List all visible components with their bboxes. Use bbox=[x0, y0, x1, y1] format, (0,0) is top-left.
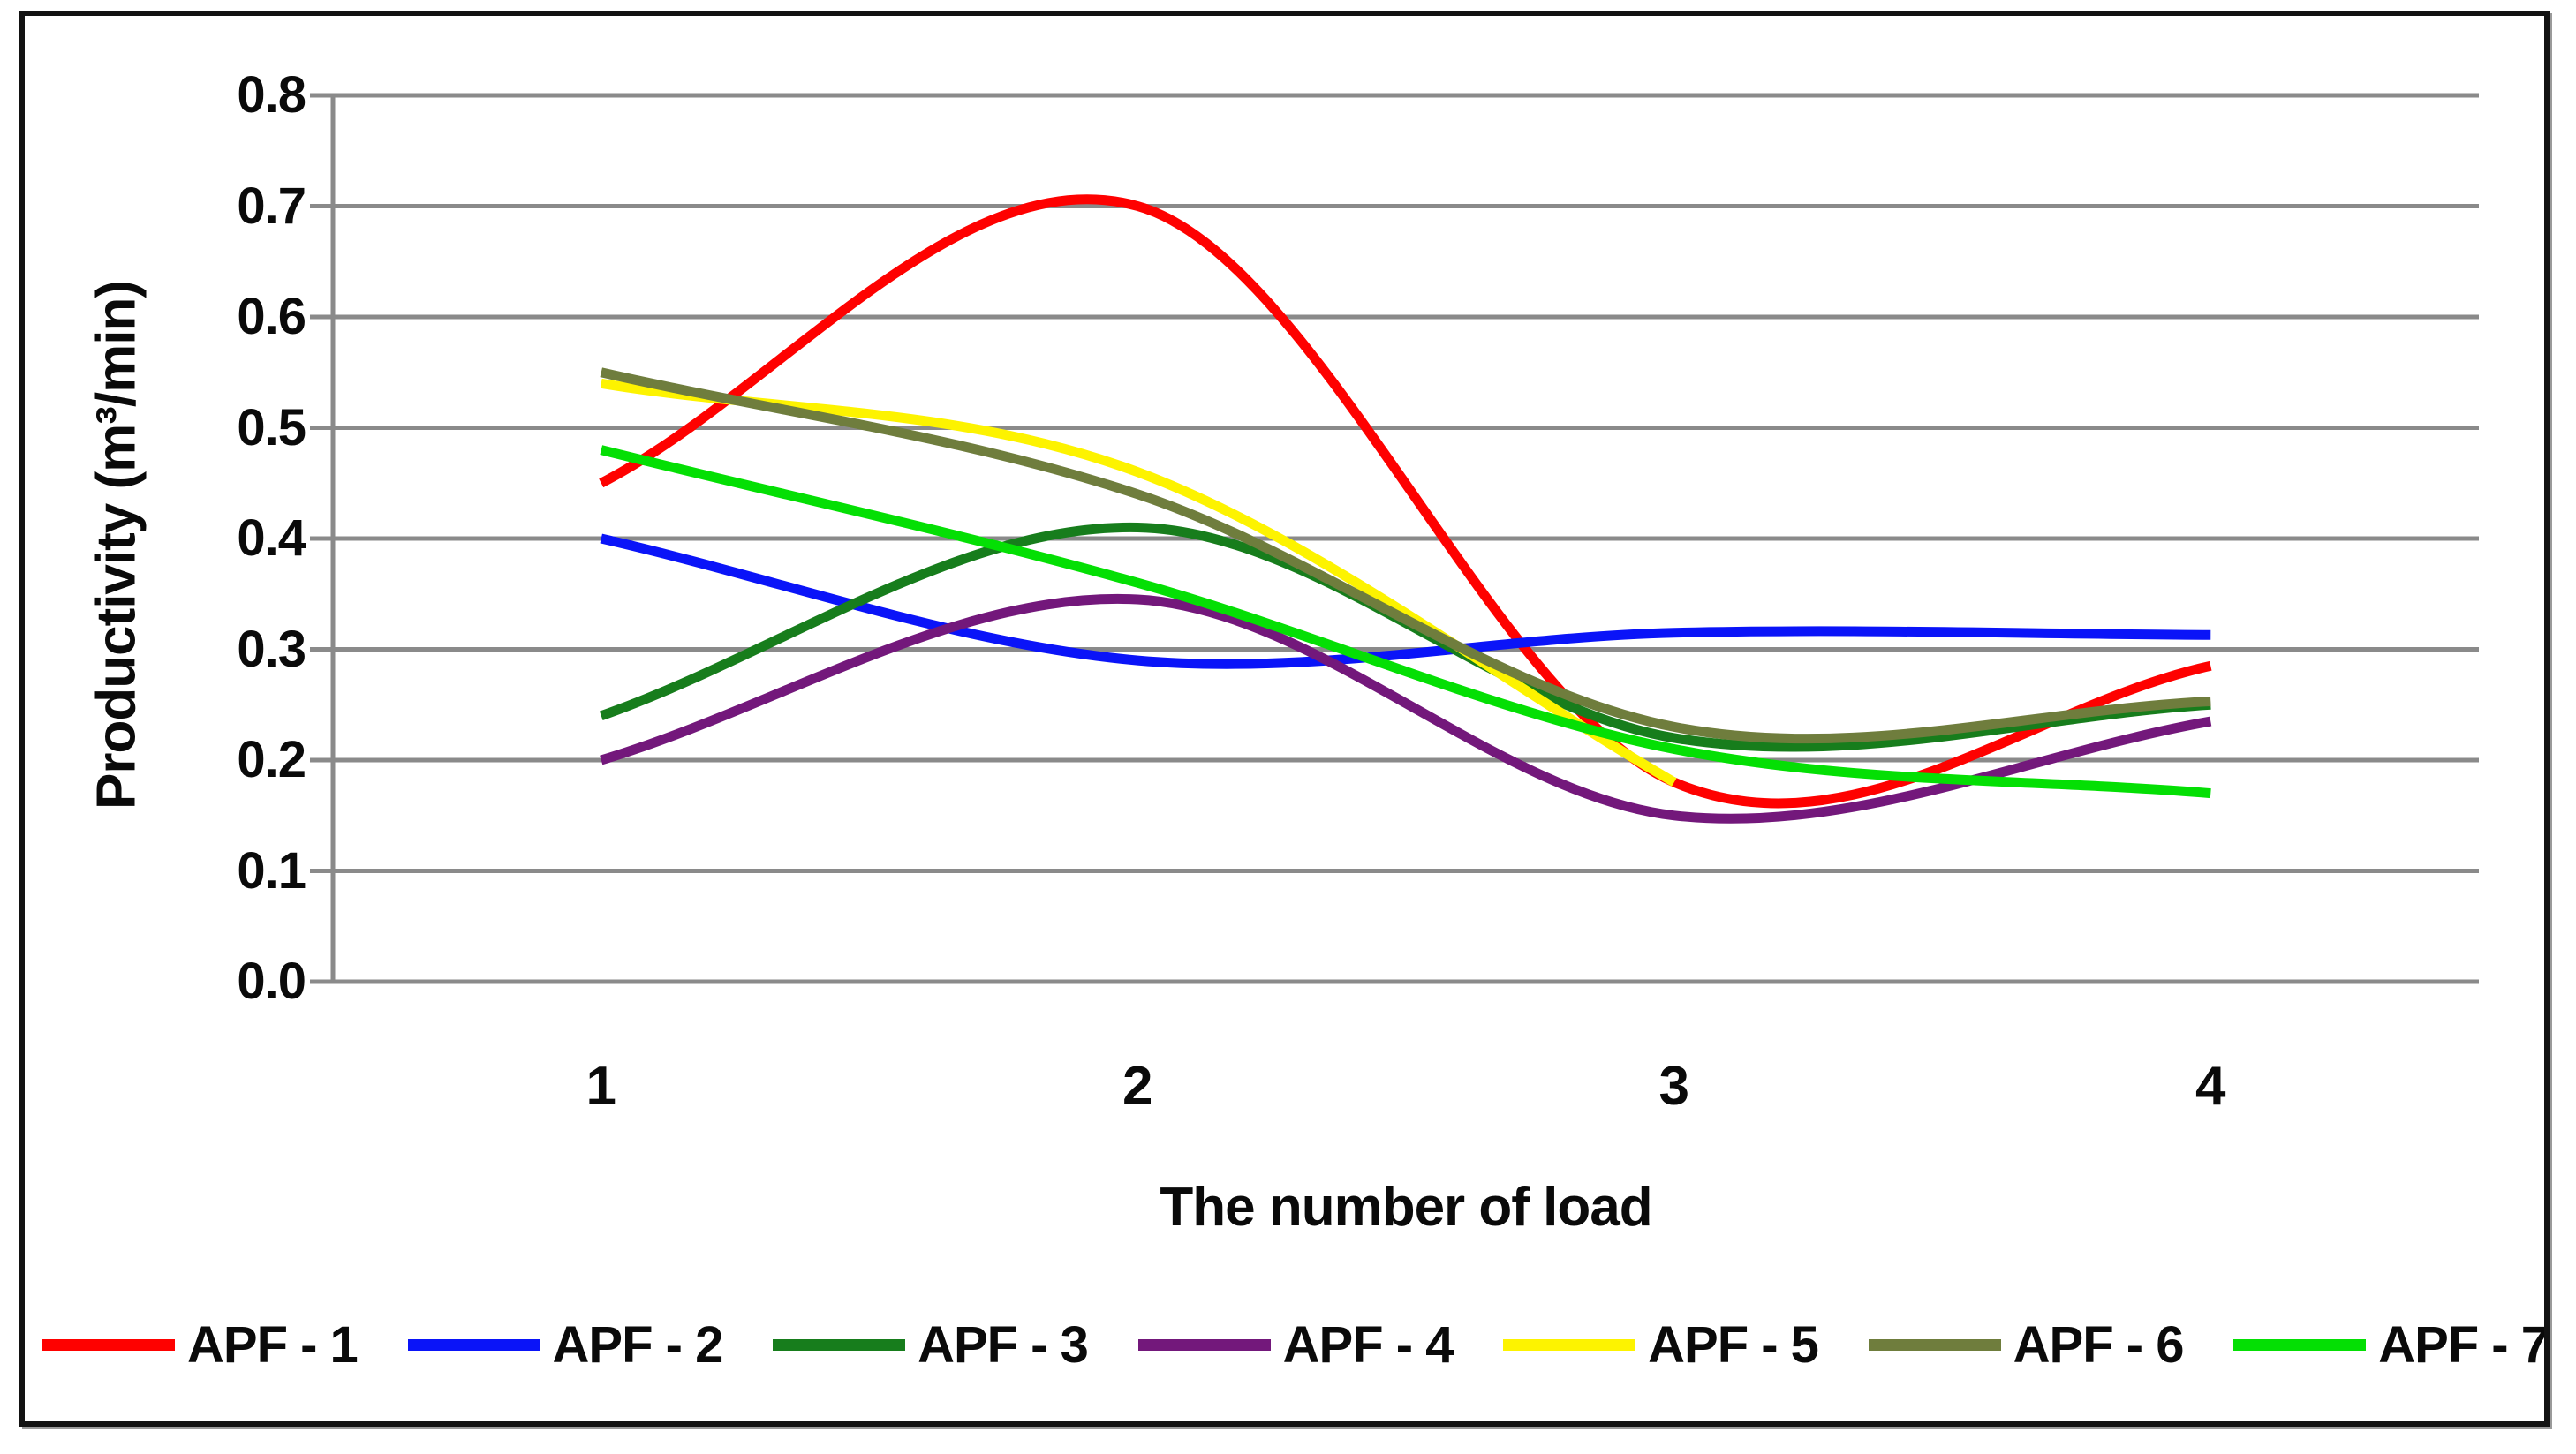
x-tick-label: 3 bbox=[1658, 1056, 1689, 1117]
legend-label: APF - 5 bbox=[1648, 1315, 1819, 1374]
legend-label: APF - 2 bbox=[552, 1315, 724, 1374]
series-line-APF-2 bbox=[600, 533, 2211, 669]
y-tick-label: 0.2 bbox=[237, 731, 306, 788]
legend: APF - 1 APF - 2 APF - 3 APF - 4 APF - 5 APF -… bbox=[42, 1305, 2550, 1384]
y-tick-label: 0.1 bbox=[237, 841, 306, 900]
legend-label: APF - 7 bbox=[2378, 1315, 2550, 1374]
x-tick-label: 4 bbox=[2195, 1056, 2226, 1117]
legend-item-APF-6: APF - 6 bbox=[1868, 1315, 2185, 1375]
legend-swatch bbox=[2233, 1338, 2367, 1351]
x-axis-title: The number of load bbox=[1160, 1177, 1652, 1238]
series-line-APF-7 bbox=[600, 445, 2211, 799]
y-tick-label: 0.7 bbox=[237, 177, 306, 235]
legend-item-APF-4: APF - 4 bbox=[1137, 1315, 1454, 1375]
series-line-APF-3 bbox=[599, 522, 2211, 752]
legend-swatch bbox=[1503, 1338, 1636, 1351]
y-tick-label: 0.4 bbox=[237, 509, 306, 567]
legend-swatch bbox=[42, 1338, 175, 1351]
legend-item-APF-7: APF - 7 bbox=[2233, 1315, 2550, 1375]
legend-item-APF-5: APF - 5 bbox=[1503, 1315, 1819, 1375]
x-tick-label: 1 bbox=[585, 1056, 616, 1117]
legend-swatch bbox=[1868, 1338, 2001, 1351]
legend-item-APF-1: APF - 1 bbox=[42, 1315, 359, 1375]
legend-item-APF-2: APF - 2 bbox=[407, 1315, 724, 1375]
legend-label: APF - 3 bbox=[918, 1315, 1089, 1374]
x-tick-label: 2 bbox=[1122, 1056, 1153, 1117]
legend-swatch bbox=[773, 1338, 906, 1351]
y-tick-label: 0.8 bbox=[237, 66, 306, 124]
legend-swatch bbox=[407, 1338, 540, 1351]
y-tick-label: 0.5 bbox=[237, 398, 306, 456]
series-line-APF-1 bbox=[599, 194, 2212, 809]
y-tick-label: 0.6 bbox=[237, 288, 306, 345]
series-line-APF-6 bbox=[600, 367, 2211, 744]
legend-label: APF - 6 bbox=[2013, 1315, 2185, 1374]
legend-swatch bbox=[1137, 1338, 1271, 1351]
legend-label: APF - 4 bbox=[1282, 1315, 1454, 1374]
legend-label: APF - 1 bbox=[187, 1315, 359, 1374]
series-line-APF-4 bbox=[600, 593, 2212, 824]
y-tick-label: 0.0 bbox=[237, 953, 306, 1010]
y-tick-label: 0.3 bbox=[237, 620, 306, 678]
legend-item-APF-3: APF - 3 bbox=[773, 1315, 1089, 1375]
